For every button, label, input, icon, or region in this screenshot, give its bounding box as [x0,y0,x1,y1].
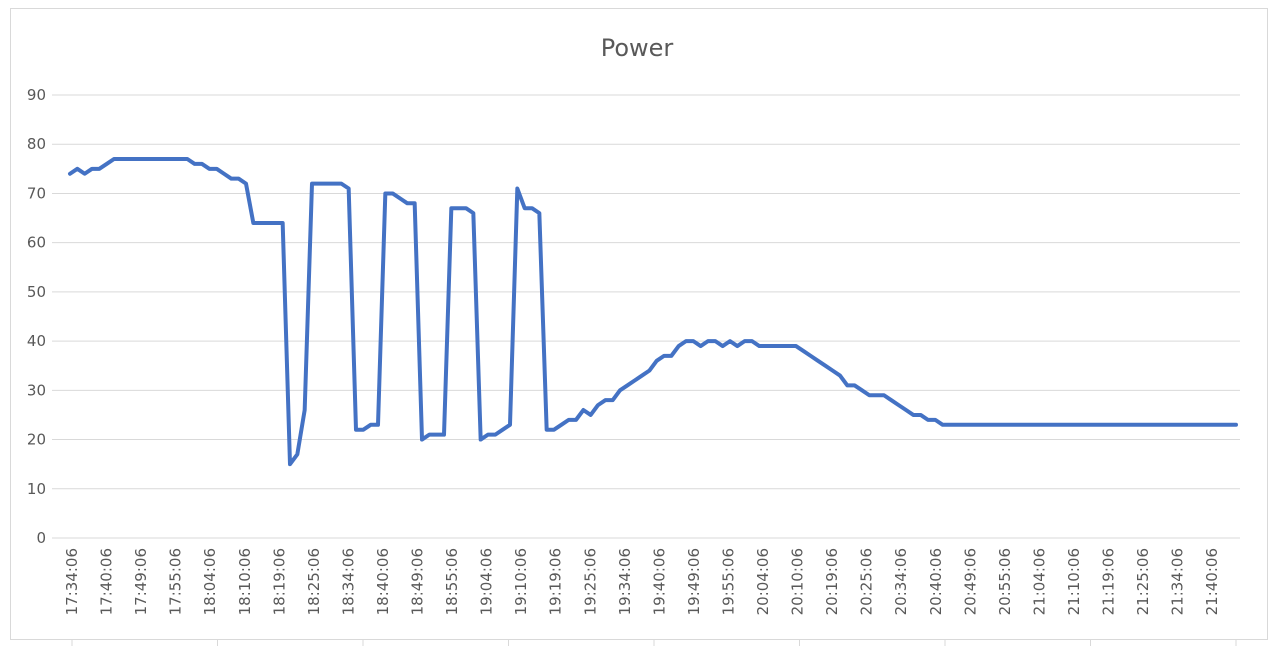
x-tick-label: 21:04:06 [1030,548,1048,615]
x-tick-label: 18:04:06 [201,548,219,615]
y-tick-label: 70 [27,184,46,202]
x-tick-label: 18:19:06 [270,548,288,615]
x-axis-labels: 17:34:06 17:40:06 17:49:06 17:55:06 18:04:06… [63,548,1221,615]
x-tick-label: 21:10:06 [1065,548,1083,615]
y-axis-labels: 0 10 20 30 40 50 60 70 80 90 [27,86,46,547]
x-tick-label: 18:49:06 [409,548,427,615]
x-tick-label: 20:34:06 [892,548,910,615]
x-tick-label: 21:25:06 [1134,548,1152,615]
x-tick-label: 21:34:06 [1169,548,1187,615]
x-tick-label: 17:49:06 [132,548,150,615]
x-tick-label: 18:55:06 [443,548,461,615]
x-tick-label: 21:19:06 [1100,548,1118,615]
x-tick-label: 18:25:06 [305,548,323,615]
y-tick-label: 50 [27,283,46,301]
x-axis-ticks [71,640,1237,646]
x-tick-label: 19:25:06 [581,548,599,615]
x-tick-label: 19:34:06 [616,548,634,615]
x-tick-label: 21:40:06 [1203,548,1221,615]
x-tick-label: 17:55:06 [167,548,185,615]
y-tick-label: 0 [36,529,46,547]
x-tick-label: 20:10:06 [789,548,807,615]
chart-area[interactable] [10,8,1268,640]
x-tick-label: 19:04:06 [478,548,496,615]
chart-title: Power [601,34,674,62]
y-tick-label: 10 [27,480,46,498]
x-tick-label: 20:04:06 [754,548,772,615]
x-tick-label: 19:49:06 [685,548,703,615]
y-tick-label: 60 [27,234,46,252]
x-tick-label: 19:19:06 [547,548,565,615]
x-tick-label: 18:10:06 [236,548,254,615]
series-line-power [68,156,1238,467]
x-tick-label: 19:40:06 [650,548,668,615]
x-tick-label: 18:34:06 [339,548,357,615]
x-tick-label: 18:40:06 [374,548,392,615]
x-tick-label: 20:25:06 [858,548,876,615]
x-tick-label: 20:40:06 [927,548,945,615]
x-tick-label: 20:19:06 [823,548,841,615]
y-tick-label: 30 [27,381,46,399]
y-tick-label: 80 [27,135,46,153]
y-tick-label: 40 [27,332,46,350]
x-tick-label: 20:55:06 [996,548,1014,615]
x-tick-label: 19:10:06 [512,548,530,615]
y-tick-label: 20 [27,431,46,449]
x-tick-label: 19:55:06 [719,548,737,615]
x-tick-label: 20:49:06 [961,548,979,615]
x-tick-label: 17:34:06 [63,548,81,615]
gridlines [52,94,1240,539]
y-tick-label: 90 [27,86,46,104]
x-tick-label: 17:40:06 [98,548,116,615]
